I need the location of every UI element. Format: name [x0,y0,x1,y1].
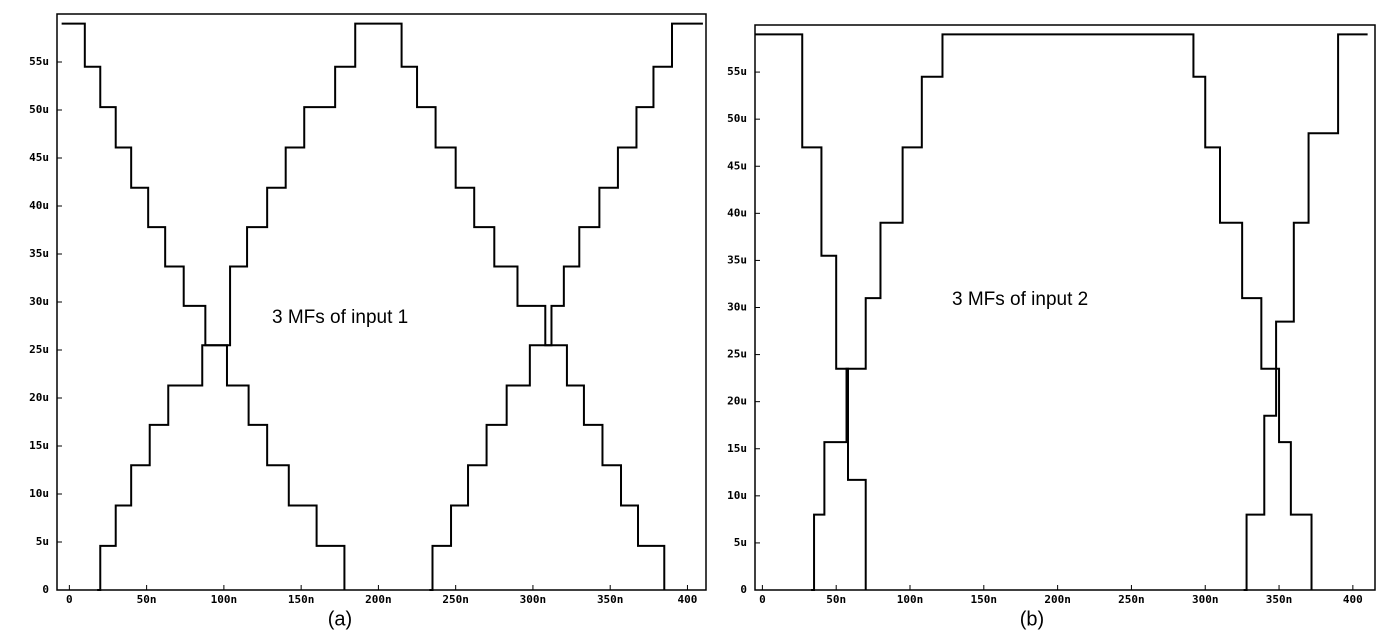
y-tick-label: 35u [727,253,747,266]
y-tick-label: 15u [29,439,49,452]
y-tick-label: 55u [727,65,747,78]
y-tick-label: 30u [727,301,747,314]
y-tick-label: 40u [29,199,49,212]
caption: (a) [328,608,352,630]
x-tick-label: 150n [288,593,315,606]
x-tick-label: 50n [826,593,846,606]
y-tick-label: 45u [727,159,747,172]
y-tick-label: 5u [36,535,49,548]
y-tick-label: 30u [29,295,49,308]
y-tick-label: 15u [727,442,747,455]
x-tick-label: 100n [211,593,238,606]
x-tick-label: 0 [759,593,766,606]
mf-line [811,33,1313,591]
y-tick-label: 5u [734,536,747,549]
y-tick-label: 50u [29,103,49,116]
x-tick-label: 350n [597,593,624,606]
y-tick-label: 10u [29,487,49,500]
x-tick-label: 400 [678,593,698,606]
x-tick-label: 200n [365,593,392,606]
y-tick-label: 0 [42,583,49,596]
x-tick-label: 150n [971,593,998,606]
y-tick-label: 45u [29,151,49,164]
x-tick-label: 400 [1343,593,1363,606]
x-tick-label: 50n [137,593,157,606]
annotation: 3 MFs of input 2 [952,289,1088,310]
y-tick-label: 35u [29,247,49,260]
y-tick-label: 20u [727,395,747,408]
mf-line [61,22,346,590]
mf-line [97,22,666,591]
x-tick-label: 250n [442,593,469,606]
y-tick-label: 0 [740,583,747,596]
x-tick-label: 300n [520,593,547,606]
y-tick-label: 25u [29,343,49,356]
mf-line [755,33,867,590]
y-tick-label: 10u [727,489,747,502]
mf-line [1243,33,1368,591]
x-tick-label: 300n [1192,593,1219,606]
plot-frame [56,13,707,591]
y-tick-label: 40u [727,206,747,219]
annotation: 3 MFs of input 1 [272,307,408,328]
y-tick-label: 55u [29,55,49,68]
x-tick-label: 350n [1266,593,1293,606]
x-tick-label: 200n [1044,593,1071,606]
x-tick-label: 250n [1118,593,1145,606]
caption: (b) [1020,608,1044,630]
y-tick-label: 20u [29,391,49,404]
y-tick-label: 25u [727,348,747,361]
mf-line [429,22,703,591]
y-tick-label: 50u [727,112,747,125]
x-tick-label: 100n [897,593,924,606]
x-tick-label: 0 [66,593,73,606]
